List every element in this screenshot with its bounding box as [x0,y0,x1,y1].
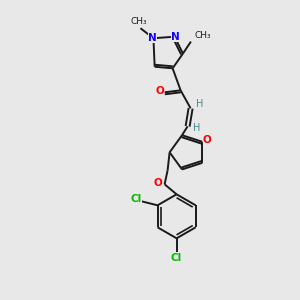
Text: N: N [148,33,157,43]
Text: O: O [155,86,164,96]
Text: Cl: Cl [171,253,182,263]
Text: O: O [203,135,212,145]
Text: CH₃: CH₃ [195,31,211,40]
Text: N: N [171,32,180,42]
Text: O: O [153,178,162,188]
Text: Cl: Cl [131,194,142,204]
Text: H: H [196,99,203,109]
Text: H: H [193,123,200,133]
Text: CH₃: CH₃ [130,17,147,26]
